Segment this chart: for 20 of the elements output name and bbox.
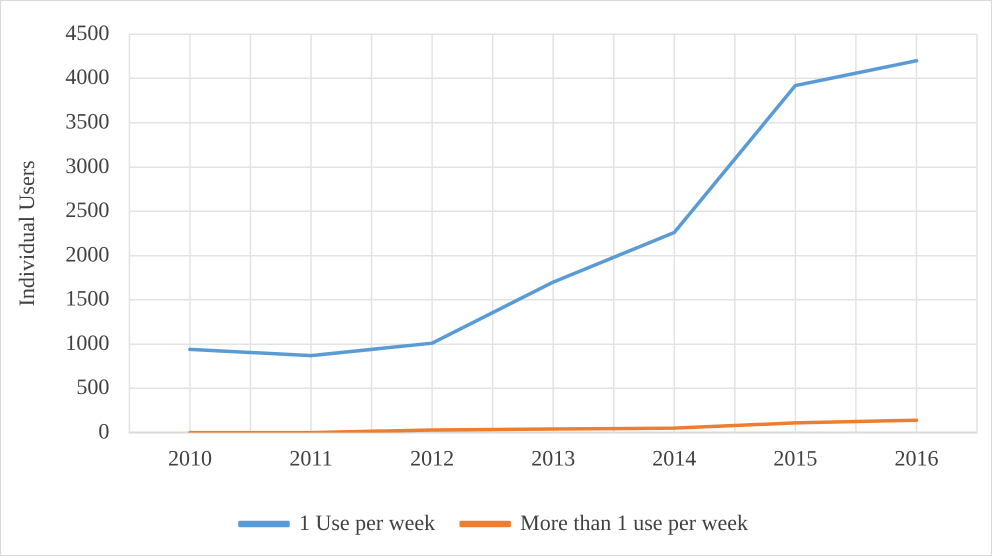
x-tick-label: 2011 — [289, 446, 333, 471]
y-tick-label: 4000 — [65, 64, 110, 90]
legend-label: 1 Use per week — [298, 510, 436, 535]
x-tick-label: 2013 — [531, 446, 576, 471]
y-tick-label: 500 — [76, 374, 110, 400]
y-tick-label: 1500 — [65, 286, 110, 311]
x-tick-label: 2012 — [410, 446, 454, 471]
y-tick-label: 3500 — [65, 108, 110, 134]
y-tick-label: 3000 — [65, 152, 110, 178]
x-tick-label: 2015 — [773, 446, 818, 471]
y-tick-label: 4500 — [65, 20, 110, 45]
x-tick-label: 2010 — [168, 446, 212, 471]
legend-label: More than 1 use per week — [520, 510, 748, 535]
x-tick-label: 2014 — [652, 446, 696, 471]
y-tick-label: 1000 — [65, 330, 110, 355]
y-axis-title: Individual Users — [14, 160, 39, 306]
y-tick-label: 2000 — [65, 241, 110, 266]
y-tick-label: 0 — [98, 418, 110, 444]
y-tick-label: 2500 — [65, 197, 110, 222]
x-tick-label: 2016 — [894, 446, 938, 471]
